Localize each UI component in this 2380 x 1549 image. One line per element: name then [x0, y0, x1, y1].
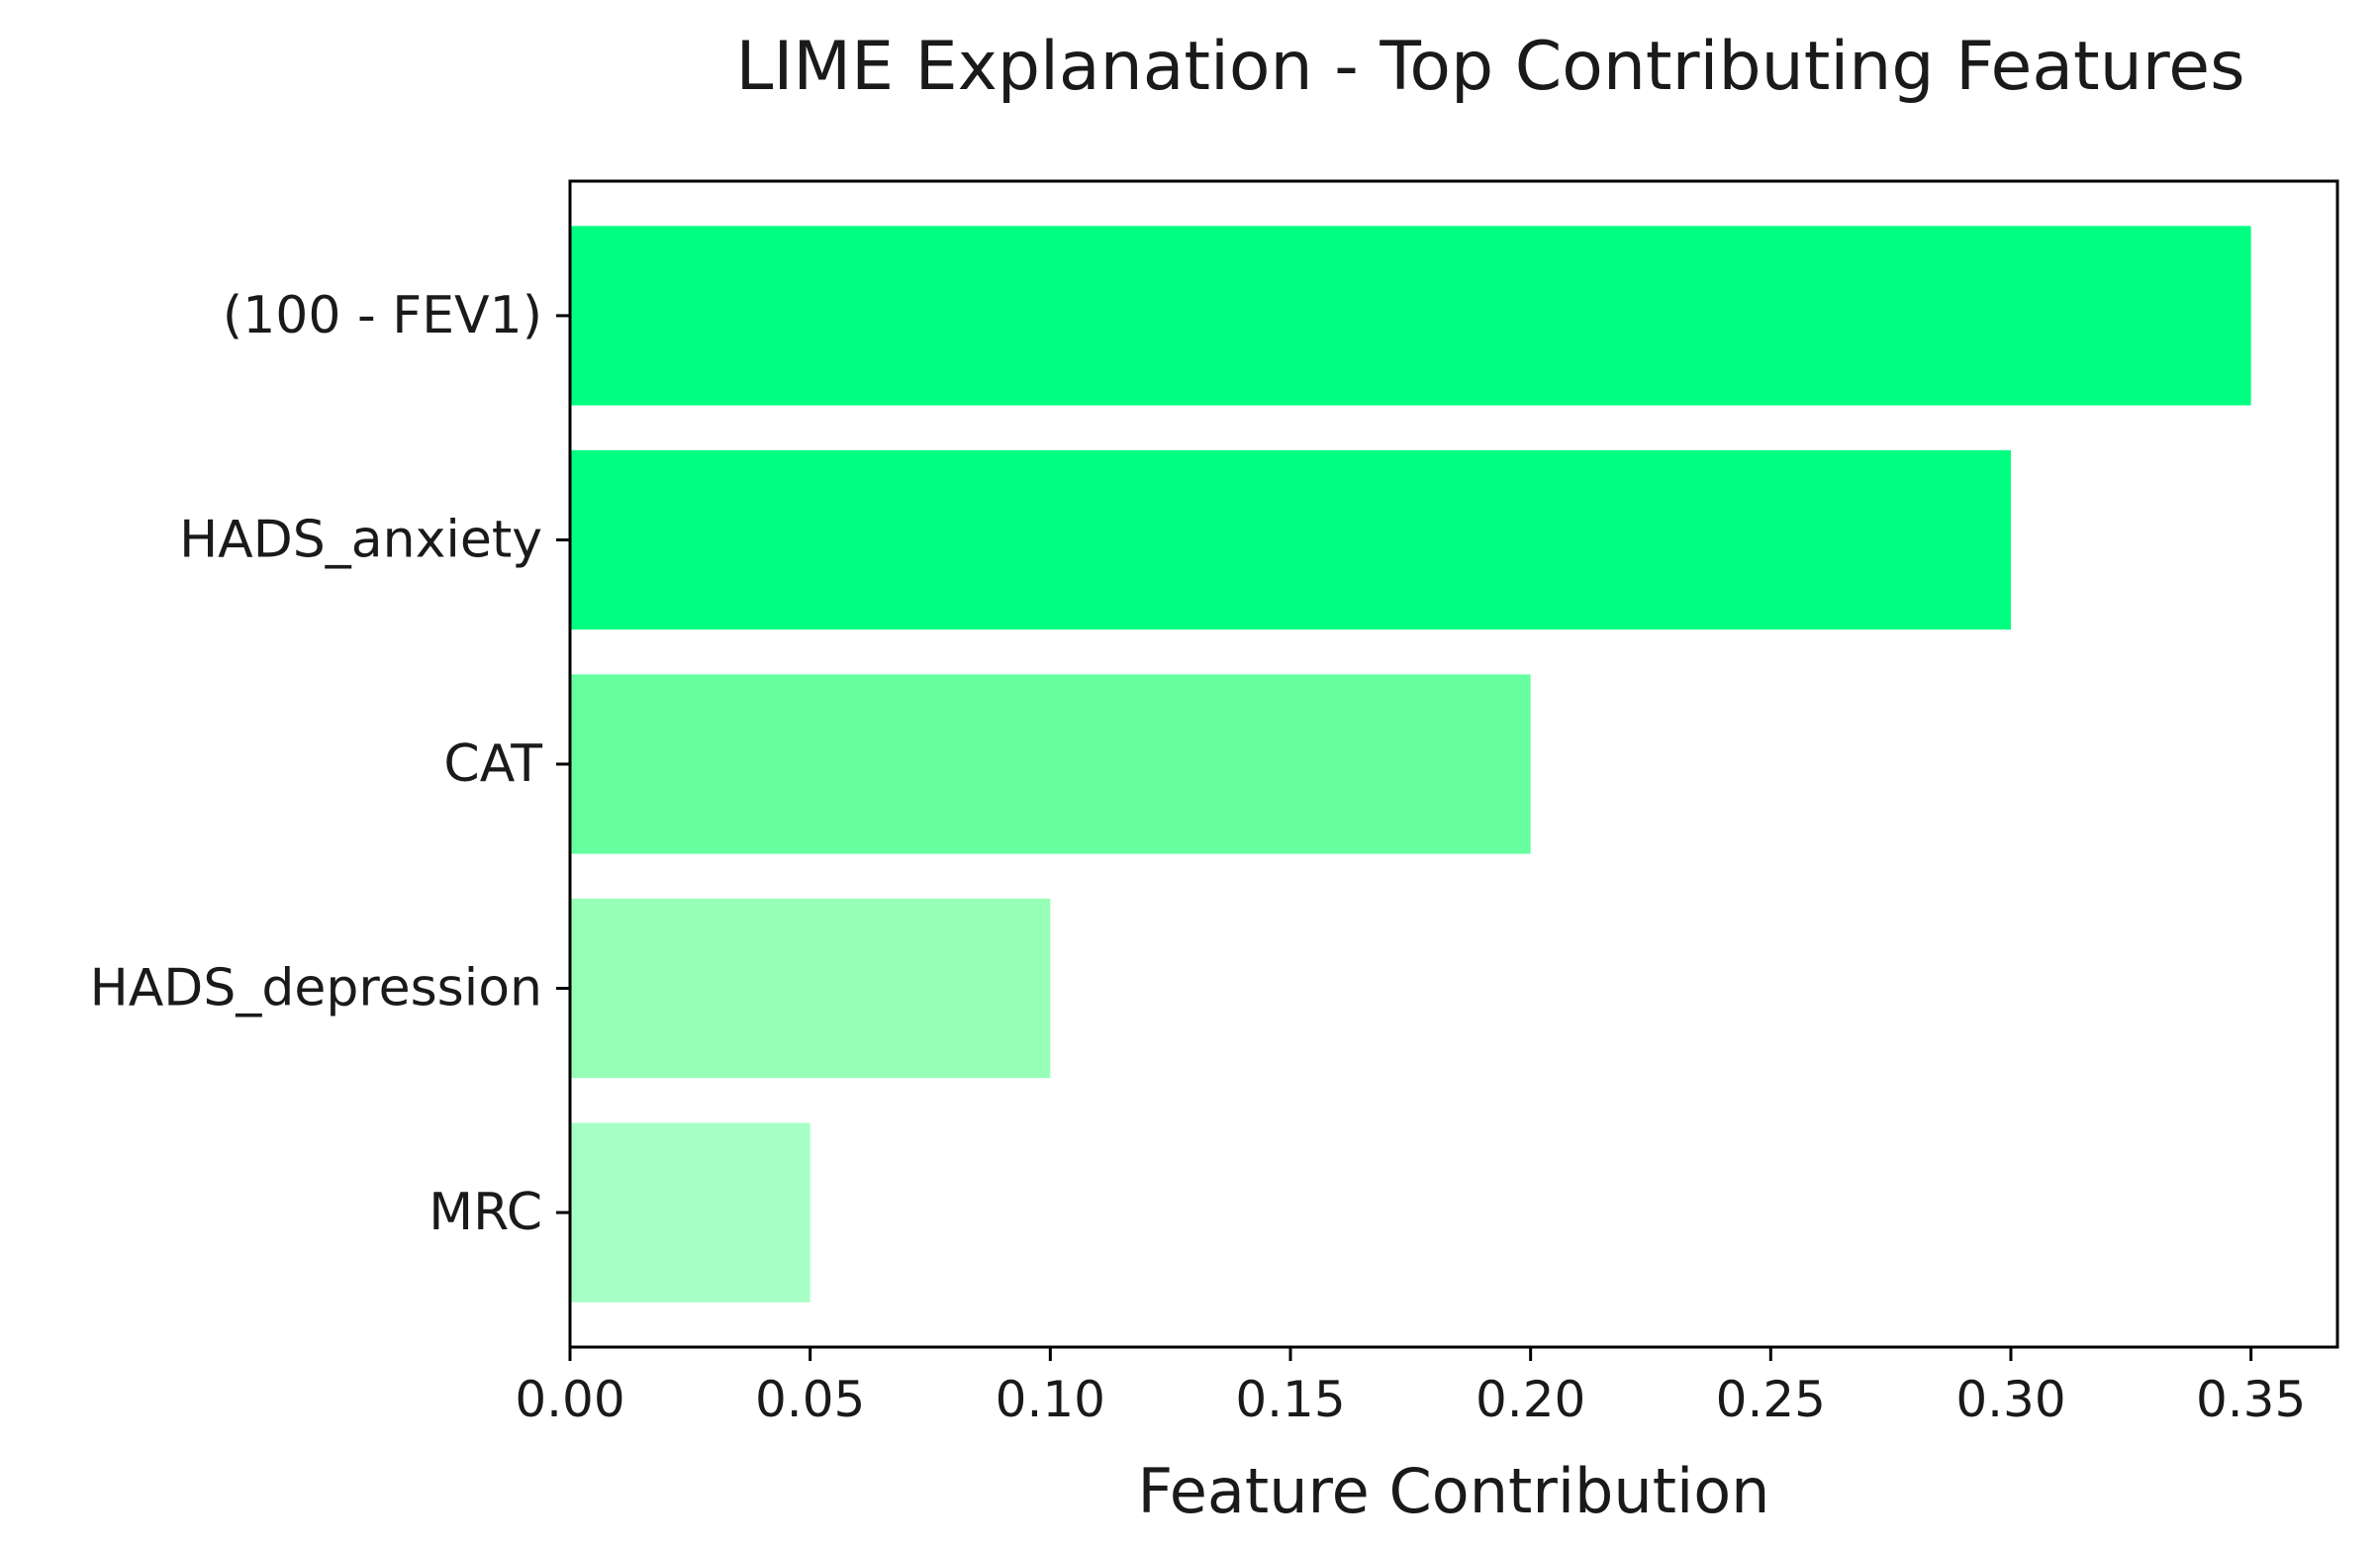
- y-tick-label: (100 - FEV1): [223, 286, 542, 345]
- x-tick-label: 0.05: [755, 1371, 865, 1428]
- y-tick-label: HADS_depression: [90, 959, 542, 1018]
- x-tick-label: 0.25: [1716, 1371, 1826, 1428]
- bar-100-fev1: [570, 226, 2251, 406]
- y-axis: (100 - FEV1) HADS_anxiety CAT HADS_depressi…: [90, 286, 570, 1242]
- bar-cat: [570, 674, 1531, 854]
- plot-frame: [568, 179, 2339, 1349]
- bars-layer: [570, 226, 2251, 1303]
- x-tick-label: 0.35: [2196, 1371, 2306, 1428]
- x-tick-label: 0.10: [996, 1371, 1105, 1428]
- bar-hads-depression: [570, 898, 1051, 1079]
- y-tick-label: MRC: [428, 1183, 542, 1242]
- x-tick-label: 0.00: [515, 1371, 624, 1428]
- bar-hads-anxiety: [570, 449, 2011, 630]
- x-tick-label: 0.30: [1955, 1371, 2065, 1428]
- x-axis: 0.00 0.05 0.10 0.15 0.20 0.25 0.30 0.35: [515, 1347, 2306, 1428]
- bar-mrc: [570, 1122, 810, 1303]
- x-axis-label: Feature Contribution: [1138, 1455, 1770, 1527]
- x-tick-label: 0.15: [1235, 1371, 1345, 1428]
- chart-title: LIME Explanation - Top Contributing Feat…: [735, 28, 2244, 106]
- y-tick-label: CAT: [443, 734, 542, 794]
- x-tick-label: 0.20: [1476, 1371, 1585, 1428]
- y-tick-label: HADS_anxiety: [179, 510, 542, 569]
